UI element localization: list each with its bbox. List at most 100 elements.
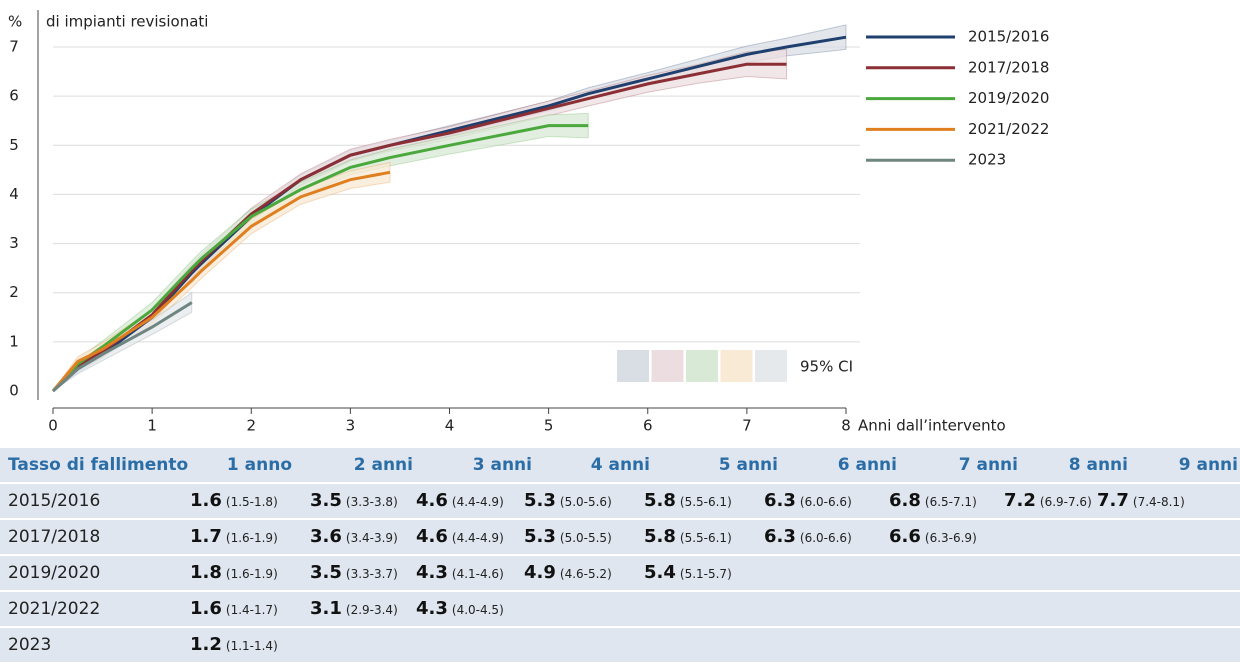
cell-ci: (6.0-6.6) — [799, 531, 852, 545]
legend-label: 2023 — [968, 151, 1006, 169]
cell-value: 6.3 — [764, 490, 796, 511]
table-cell: 1.2 (1.1-1.4) — [190, 628, 278, 663]
cell-ci: (4.4-4.9) — [451, 531, 504, 545]
row-label: 2023 — [8, 635, 52, 655]
cell-value: 3.1 — [310, 598, 342, 619]
cell-value: 6.6 — [889, 526, 921, 547]
cell-value: 1.2 — [190, 634, 222, 655]
header-cell: Tasso di fallimento — [8, 455, 189, 475]
cell-ci: (1.4-1.7) — [225, 603, 278, 617]
ci-legend-swatch — [755, 350, 787, 382]
y-tick-label: 7 — [9, 38, 19, 56]
series-line — [51, 170, 391, 392]
cell-value: 3.6 — [310, 526, 342, 547]
x-tick-label: 5 — [544, 417, 554, 435]
table-cell: 3.1 (2.9-3.4) — [310, 592, 398, 627]
cell-ci: (6.9-7.6) — [1039, 495, 1092, 509]
cell-ci: (1.6-1.9) — [225, 567, 278, 581]
cell-value: 1.7 — [190, 526, 222, 547]
cell-ci: (5.0-5.6) — [559, 495, 612, 509]
cell-ci: (1.6-1.9) — [225, 531, 278, 545]
table-row: 2021/2022 1.6 (1.4-1.7) 3.1 (2.9-3.4) 4.3 (4.0… — [0, 592, 1240, 626]
table-cell: 7.2 (6.9-7.6) — [1004, 484, 1092, 519]
legend-label: 2021/2022 — [968, 120, 1049, 138]
table-cell: 5.4 (5.1-5.7) — [644, 556, 732, 591]
row-label: 2019/2020 — [8, 563, 101, 583]
table-cell: 4.6 (4.4-4.9) — [416, 520, 504, 555]
series-line — [51, 124, 589, 393]
x-tick-label: 7 — [742, 417, 752, 435]
cell-ci: (4.4-4.9) — [451, 495, 504, 509]
y-tick-label: 3 — [9, 234, 19, 252]
y-tick-label: 5 — [9, 136, 19, 154]
y-tick-label: 0 — [9, 382, 19, 400]
table-cell: 5.3 (5.0-5.6) — [524, 484, 612, 519]
table-cell: 1.6 (1.5-1.8) — [190, 484, 278, 519]
cell-ci: (4.6-5.2) — [559, 567, 612, 581]
table-row: Tasso di fallimento 1 anno 2 anni 3 anni 4 a… — [0, 448, 1240, 482]
header-cell: 4 anni — [590, 455, 650, 475]
cell-value: 7.7 — [1097, 490, 1129, 511]
ci-legend-swatch — [617, 350, 649, 382]
table-row: 2015/2016 1.6 (1.5-1.8) 3.5 (3.3-3.8) 4.6 (4.4… — [0, 484, 1240, 518]
cell-value: 4.6 — [416, 490, 448, 511]
table-cell: 4.3 (4.1-4.6) — [416, 556, 504, 591]
table-cell: 3.5 (3.3-3.7) — [310, 556, 398, 591]
cell-ci: (6.0-6.6) — [799, 495, 852, 509]
y-tick-label: 6 — [9, 87, 19, 105]
cell-value: 3.5 — [310, 562, 342, 583]
y-unit: % — [8, 13, 22, 31]
table-cell: 7.7 (7.4-8.1) — [1097, 484, 1185, 519]
ci-legend-swatch — [686, 350, 718, 382]
cell-ci: (1.5-1.8) — [225, 495, 278, 509]
table-cell: 1.6 (1.4-1.7) — [190, 592, 278, 627]
x-tick-label: 1 — [147, 417, 157, 435]
row-label: 2015/2016 — [8, 491, 101, 511]
table-cell: 4.6 (4.4-4.9) — [416, 484, 504, 519]
cell-value: 4.9 — [524, 562, 556, 583]
legend-label: 2017/2018 — [968, 58, 1049, 76]
header-cell: 8 anni — [1068, 455, 1128, 475]
cell-ci: (5.5-6.1) — [679, 495, 732, 509]
cell-value: 4.6 — [416, 526, 448, 547]
series-line — [52, 35, 847, 393]
header-cell: 7 anni — [958, 455, 1018, 475]
table-row: 2023 1.2 (1.1-1.4) — [0, 628, 1240, 662]
header-cell: 2 anni — [353, 455, 413, 475]
header-cell: 1 anno — [226, 455, 292, 475]
row-label: 2017/2018 — [8, 527, 101, 547]
table-cell: 6.8 (6.5-7.1) — [889, 484, 977, 519]
table-cell: 3.6 (3.4-3.9) — [310, 520, 398, 555]
cell-ci: (1.1-1.4) — [225, 639, 278, 653]
ci-legend-swatch — [720, 350, 753, 382]
header-cell: 6 anni — [837, 455, 897, 475]
cell-ci: (3.3-3.8) — [345, 495, 398, 509]
x-tick-label: 0 — [48, 417, 58, 435]
table-row: 2019/2020 1.8 (1.6-1.9) 3.5 (3.3-3.7) 4.3 (4.1… — [0, 556, 1240, 590]
table-cell: 4.3 (4.0-4.5) — [416, 592, 504, 627]
cell-ci: (3.3-3.7) — [345, 567, 398, 581]
ci-band — [52, 24, 847, 392]
table-cell: 6.6 (6.3-6.9) — [889, 520, 977, 555]
cell-value: 6.8 — [889, 490, 921, 511]
cell-ci: (6.5-7.1) — [924, 495, 977, 509]
y-tick-label: 1 — [9, 332, 19, 350]
cell-value: 7.2 — [1004, 490, 1036, 511]
y-tick-label: 4 — [9, 185, 19, 203]
table-cell: 5.8 (5.5-6.1) — [644, 520, 732, 555]
cell-value: 5.4 — [644, 562, 676, 583]
cell-ci: (4.0-4.5) — [451, 603, 504, 617]
chart: % di impianti revisionati Anni dall’inte… — [8, 10, 1049, 435]
x-tick-label: 6 — [643, 417, 653, 435]
table-row: 2017/2018 1.7 (1.6-1.9) 3.6 (3.4-3.9) 4.6 (4.4… — [0, 520, 1240, 554]
x-tick-label: 2 — [246, 417, 256, 435]
table-cell: 6.3 (6.0-6.6) — [764, 520, 852, 555]
cell-ci: (2.9-3.4) — [345, 603, 398, 617]
cell-value: 5.8 — [644, 526, 676, 547]
ci-band — [52, 112, 589, 392]
table-cell: 1.7 (1.6-1.9) — [190, 520, 278, 555]
cell-ci: (5.0-5.5) — [559, 531, 612, 545]
series-line — [52, 301, 193, 393]
x-tick-label: 3 — [346, 417, 356, 435]
